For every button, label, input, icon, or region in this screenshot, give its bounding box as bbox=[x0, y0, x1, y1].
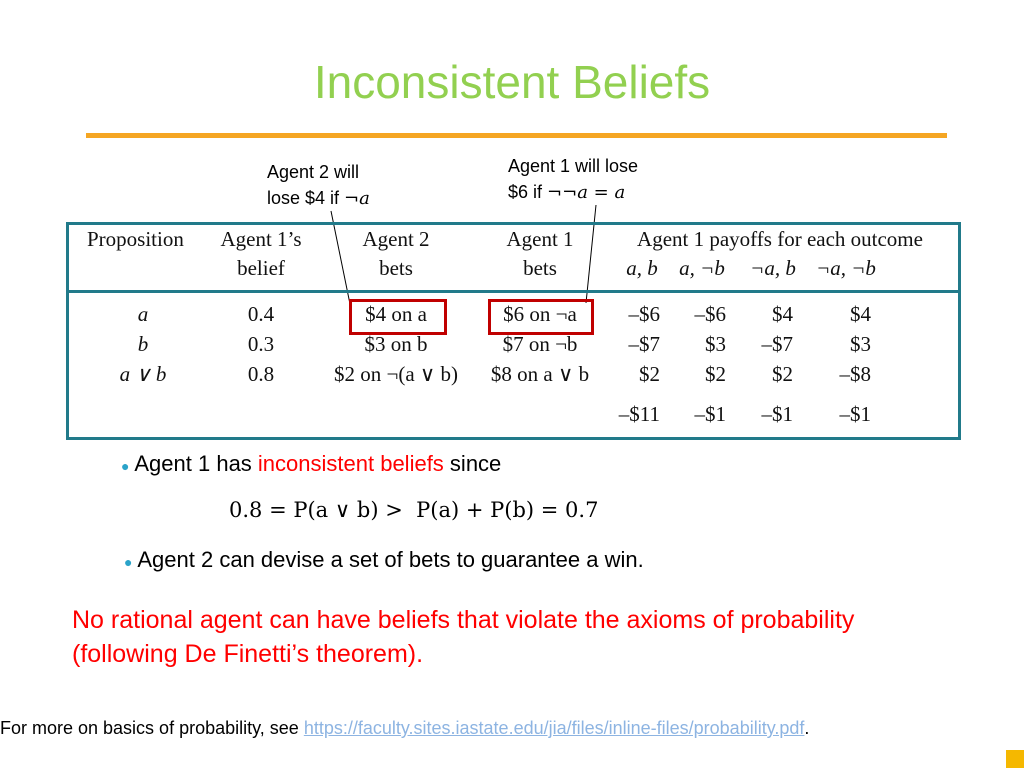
row-agent2-bet: $3 on b bbox=[364, 332, 428, 356]
row-payoff: $2 bbox=[772, 362, 793, 386]
row-agent1-bet: $7 on ¬b bbox=[502, 332, 578, 356]
agent1-callout-text: $6 if bbox=[508, 182, 548, 202]
row-payoff: $2 bbox=[705, 362, 726, 386]
row-proposition: a ∨ b bbox=[119, 362, 167, 386]
header-proposition: Proposition bbox=[87, 227, 184, 251]
agent2-callout-math: ¬a bbox=[344, 188, 370, 209]
agent1-callout-math: ¬¬a = a bbox=[547, 182, 626, 203]
slide-corner-marker bbox=[1006, 750, 1024, 768]
header-outcome: ¬a, ¬b bbox=[816, 256, 876, 280]
header-agent1-belief-line1: Agent 1’s bbox=[220, 227, 302, 251]
agent2-pointer-line bbox=[330, 210, 351, 305]
bullet1-highlight: inconsistent beliefs bbox=[257, 451, 444, 476]
header-outcome: a, ¬b bbox=[679, 256, 725, 280]
bets-table-frame bbox=[66, 222, 961, 440]
bullet-dot-icon: ● bbox=[121, 458, 130, 474]
row-payoff: $4 bbox=[850, 302, 871, 326]
row-proposition: b bbox=[137, 332, 149, 356]
header-agent2-bets-line2: bets bbox=[379, 256, 413, 280]
row-payoff: $3 bbox=[850, 332, 871, 356]
row-payoff: –$7 bbox=[628, 332, 661, 356]
agent1-bet-highlight-box bbox=[488, 299, 594, 335]
row-agent2-bet: $4 on a bbox=[365, 302, 427, 326]
agent2-callout: Agent 2 will lose $4 if ¬a bbox=[267, 159, 370, 212]
row-belief: 0.8 bbox=[247, 362, 275, 386]
row-payoff: –$8 bbox=[839, 362, 872, 386]
agent2-callout-text: lose $4 if bbox=[267, 188, 345, 208]
row-payoff: $2 bbox=[639, 362, 660, 386]
agent1-callout-line1: Agent 1 will lose bbox=[508, 156, 639, 176]
conclusion-line1: No rational agent can have beliefs that … bbox=[72, 606, 855, 634]
row-payoff: –$6 bbox=[694, 302, 727, 326]
header-agent2-bets-line1: Agent 2 bbox=[362, 227, 430, 251]
row-payoff: $4 bbox=[772, 302, 793, 326]
row-agent1-bet: $8 on a ∨ b bbox=[490, 362, 590, 386]
header-outcome: a, b bbox=[626, 256, 658, 280]
total-payoff: –$1 bbox=[761, 402, 794, 426]
agent2-callout-line1: Agent 2 will bbox=[267, 162, 360, 182]
row-payoff: –$7 bbox=[761, 332, 794, 356]
row-belief: 0.3 bbox=[247, 332, 275, 356]
header-outcome: ¬a, b bbox=[750, 256, 796, 280]
header-agent1-belief-line2: belief bbox=[237, 256, 285, 280]
agent2-bet-highlight-box bbox=[349, 299, 447, 335]
agent1-pointer-line bbox=[585, 204, 597, 304]
header-agent1-bets-line2: bets bbox=[523, 256, 557, 280]
conclusion-text: No rational agent can have beliefs that … bbox=[72, 603, 972, 671]
row-agent2-bet: $2 on ¬(a ∨ b) bbox=[333, 362, 459, 386]
total-payoff: –$1 bbox=[839, 402, 872, 426]
agent1-callout-line2: $6 if ¬¬a = a bbox=[508, 179, 638, 206]
row-agent1-bet: $6 on ¬a bbox=[503, 302, 577, 326]
row-payoff: $3 bbox=[705, 332, 726, 356]
total-payoff: –$11 bbox=[618, 402, 660, 426]
bullet-dot-icon: ● bbox=[124, 554, 133, 570]
bullet1-prefix: Agent 1 has bbox=[134, 451, 258, 476]
header-agent1-bets-line1: Agent 1 bbox=[506, 227, 574, 251]
title-underline bbox=[86, 133, 947, 138]
bullet1-suffix: since bbox=[443, 451, 502, 476]
bullet-guaranteed-win: ● Agent 2 can devise a set of bets to gu… bbox=[124, 547, 644, 573]
footer-note: For more on basics of probability, see h… bbox=[0, 718, 809, 739]
probability-equation: 0.8 = P(a ∨ b) > P(a) + P(b) = 0.7 bbox=[229, 498, 599, 522]
conclusion-line2: (following De Finetti’s theorem). bbox=[72, 640, 424, 668]
table-header-divider bbox=[66, 290, 961, 293]
row-proposition: a bbox=[137, 302, 149, 326]
bullet-inconsistent-beliefs: ● Agent 1 has inconsistent beliefs since bbox=[121, 451, 501, 477]
bullet2-text: Agent 2 can devise a set of bets to guar… bbox=[137, 547, 644, 572]
probability-notes-link[interactable]: https://faculty.sites.iastate.edu/jia/fi… bbox=[303, 718, 805, 738]
footer-suffix: . bbox=[804, 718, 810, 738]
row-payoff: –$6 bbox=[628, 302, 661, 326]
row-belief: 0.4 bbox=[247, 302, 275, 326]
agent1-callout: Agent 1 will lose $6 if ¬¬a = a bbox=[508, 153, 638, 206]
slide-title: Inconsistent Beliefs bbox=[313, 56, 711, 108]
footer-prefix: For more on basics of probability, see bbox=[0, 718, 304, 738]
agent2-callout-line2: lose $4 if ¬a bbox=[267, 185, 370, 212]
header-payoffs: Agent 1 payoffs for each outcome bbox=[637, 227, 923, 251]
total-payoff: –$1 bbox=[694, 402, 727, 426]
